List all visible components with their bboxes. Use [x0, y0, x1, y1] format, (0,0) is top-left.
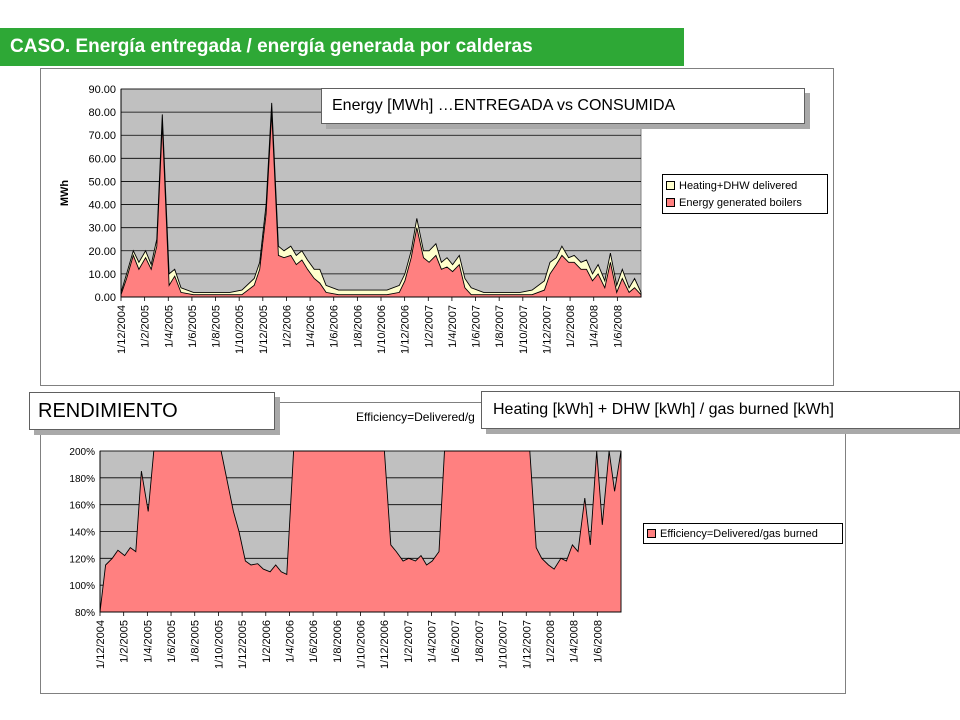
legend-item-efficiency: Efficiency=Delivered/gas burned	[647, 526, 839, 541]
series-area-1-0	[99, 450, 622, 613]
legend-item-generated: Energy generated boilers	[666, 194, 824, 211]
y-tick-label-1-4: 160%	[69, 501, 95, 512]
efficiency-legend: Efficiency=Delivered/gas burned	[643, 523, 843, 544]
x-tick-label-1-0: 1/12/2004	[95, 620, 107, 669]
y-tick-label-0-8: 80.00	[88, 107, 116, 119]
x-tick-label-0-4: 1/8/2005	[211, 305, 223, 348]
page-title: CASO. Energía entregada / energía genera…	[0, 28, 684, 66]
x-tick-label-1-9: 1/6/2006	[308, 620, 320, 663]
x-tick-label-1-11: 1/10/2006	[356, 620, 368, 669]
x-tick-label-0-21: 1/6/2008	[612, 305, 624, 348]
x-tick-label-0-8: 1/4/2006	[305, 305, 317, 348]
x-tick-label-0-3: 1/6/2005	[187, 305, 199, 348]
y-tick-label-0-3: 30.00	[88, 223, 116, 235]
legend-item-delivered: Heating+DHW delivered	[666, 177, 824, 194]
x-tick-label-1-13: 1/2/2007	[403, 620, 415, 663]
x-tick-label-0-14: 1/4/2007	[447, 305, 459, 348]
x-tick-label-1-6: 1/12/2005	[237, 620, 249, 669]
energy-callout: Energy [MWh] …ENTREGADA vs CONSUMIDA	[321, 88, 805, 124]
legend-swatch-efficiency	[647, 529, 656, 538]
x-tick-label-0-20: 1/4/2008	[589, 305, 601, 348]
y-tick-label-0-4: 40.00	[88, 200, 116, 212]
legend-label-delivered: Heating+DHW delivered	[679, 179, 798, 192]
efficiency-formula-callout: Heating [kWh] + DHW [kWh] / gas burned […	[481, 391, 960, 429]
x-tick-label-1-19: 1/2/2008	[545, 620, 557, 663]
x-tick-label-0-17: 1/10/2007	[518, 305, 530, 354]
x-tick-label-1-4: 1/8/2005	[190, 620, 202, 663]
x-tick-label-1-15: 1/6/2007	[450, 620, 462, 663]
y-tick-label-0-2: 20.00	[88, 246, 116, 258]
x-tick-label-1-18: 1/12/2007	[521, 620, 533, 669]
y-tick-label-0-0: 0.00	[95, 292, 116, 304]
series-area-0-1	[120, 112, 642, 298]
x-tick-label-0-11: 1/10/2006	[376, 305, 388, 354]
y-tick-label-0-6: 60.00	[88, 153, 116, 165]
x-tick-label-0-13: 1/2/2007	[423, 305, 435, 348]
legend-label-efficiency: Efficiency=Delivered/gas burned	[660, 527, 818, 540]
y-tick-label-1-2: 120%	[69, 554, 95, 565]
x-tick-label-1-2: 1/4/2005	[142, 620, 154, 663]
y-tick-label-1-5: 180%	[69, 474, 95, 485]
y-tick-label-1-1: 100%	[69, 581, 95, 592]
x-tick-label-1-20: 1/4/2008	[569, 620, 581, 663]
x-tick-label-1-14: 1/4/2007	[427, 620, 439, 663]
x-tick-label-0-12: 1/12/2006	[400, 305, 412, 354]
energy-legend: Heating+DHW delivered Energy generated b…	[662, 174, 828, 214]
x-tick-label-0-1: 1/2/2005	[140, 305, 152, 348]
x-tick-label-0-7: 1/2/2006	[281, 305, 293, 348]
y-tick-label-0-9: 90.00	[88, 84, 116, 96]
efficiency-chart-title: Efficiency=Delivered/g	[356, 410, 475, 424]
x-tick-label-1-7: 1/2/2006	[261, 620, 273, 663]
x-tick-label-1-17: 1/10/2007	[498, 620, 510, 669]
legend-swatch-delivered	[666, 181, 675, 190]
y-tick-label-1-0: 80%	[75, 608, 95, 619]
x-tick-label-0-19: 1/2/2008	[565, 305, 577, 348]
x-tick-label-1-1: 1/2/2005	[119, 620, 131, 663]
legend-swatch-generated	[666, 198, 675, 207]
y-axis-label-0: MWh	[59, 180, 71, 207]
x-tick-label-1-10: 1/8/2006	[332, 620, 344, 663]
x-tick-label-0-6: 1/12/2005	[258, 305, 270, 354]
x-tick-label-1-21: 1/6/2008	[592, 620, 604, 663]
x-tick-label-0-5: 1/10/2005	[234, 305, 246, 354]
x-tick-label-0-16: 1/8/2007	[494, 305, 506, 348]
x-tick-label-0-0: 1/12/2004	[116, 305, 128, 354]
x-tick-label-0-18: 1/12/2007	[541, 305, 553, 354]
x-tick-label-0-9: 1/6/2006	[329, 305, 341, 348]
y-tick-label-1-3: 140%	[69, 528, 95, 539]
x-tick-label-0-15: 1/6/2007	[471, 305, 483, 348]
y-tick-label-0-5: 50.00	[88, 176, 116, 188]
y-tick-label-0-7: 70.00	[88, 130, 116, 142]
rendimiento-callout: RENDIMIENTO	[29, 392, 275, 430]
x-tick-label-1-8: 1/4/2006	[284, 620, 296, 663]
x-tick-label-1-12: 1/12/2006	[379, 620, 391, 669]
x-tick-label-0-2: 1/4/2005	[163, 305, 175, 348]
y-tick-label-0-1: 10.00	[88, 269, 116, 281]
x-tick-label-1-3: 1/6/2005	[166, 620, 178, 663]
x-tick-label-1-5: 1/10/2005	[213, 620, 225, 669]
y-tick-label-1-6: 200%	[69, 447, 95, 458]
x-tick-label-0-10: 1/8/2006	[352, 305, 364, 348]
x-tick-label-1-16: 1/8/2007	[474, 620, 486, 663]
legend-label-generated: Energy generated boilers	[679, 196, 802, 209]
